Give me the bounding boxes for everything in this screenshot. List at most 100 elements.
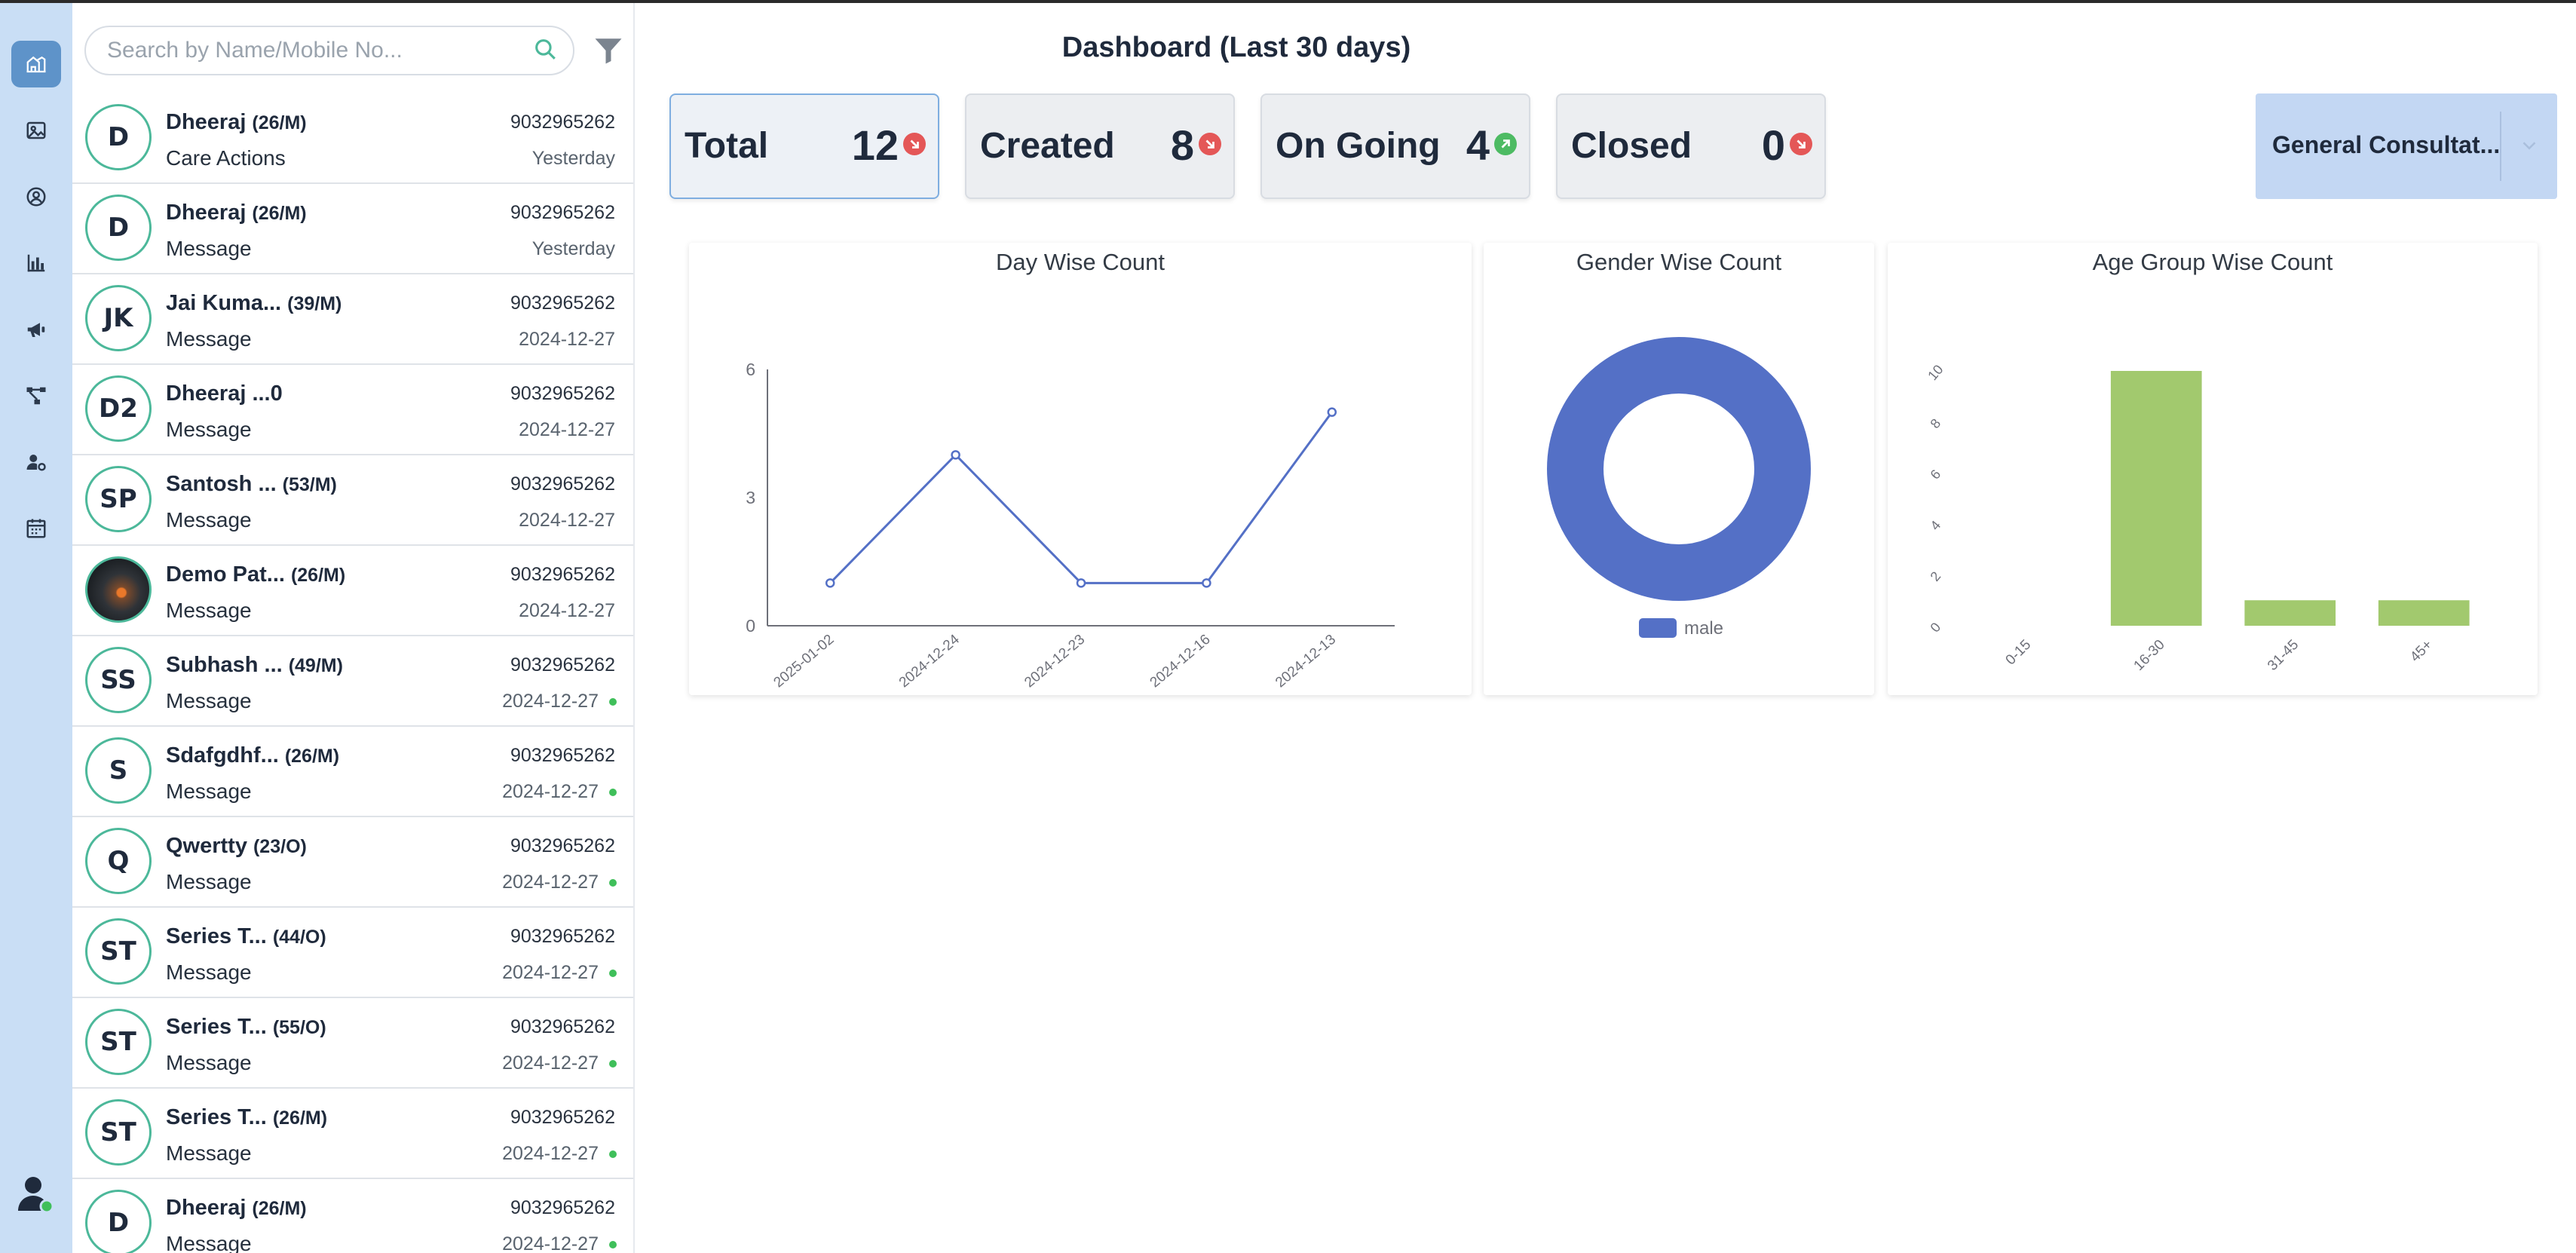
stat-label: Created <box>980 126 1115 166</box>
patient-name: Subhash ... <box>166 653 283 677</box>
y-tick-label: 10 <box>1925 362 1946 383</box>
patient-phone: 9032965262 <box>510 1107 615 1128</box>
patient-list-item[interactable]: D2 Dheeraj ...0 Message 9032965262 2024-12-2… <box>72 365 633 455</box>
legend-swatch <box>1639 618 1677 638</box>
x-tick-label: 16-30 <box>2131 637 2168 674</box>
bar <box>2110 371 2202 626</box>
y-tick-label: 8 <box>1928 415 1944 431</box>
user-profile-icon[interactable] <box>14 1172 59 1217</box>
stat-card-created[interactable]: Created 8 <box>965 93 1235 199</box>
patient-list-item[interactable]: D Dheeraj (26/M) Message 9032965262 Yesterday <box>72 184 633 274</box>
calendar-icon[interactable] <box>11 505 61 552</box>
date-text: 2024-12-27 <box>502 1052 599 1074</box>
patient-age-gender: (44/O) <box>272 927 326 948</box>
data-point <box>1327 407 1337 417</box>
user-circle-icon[interactable] <box>11 173 61 220</box>
stat-card-ongoing[interactable]: On Going 4 <box>1260 93 1530 199</box>
patient-list: D Dheeraj (26/M) Care Actions 9032965262 Yest… <box>72 93 633 1253</box>
y-tick-label: 6 <box>1928 467 1944 483</box>
search-input[interactable] <box>107 38 532 63</box>
date-text: 2024-12-27 <box>502 872 599 893</box>
search-icon[interactable] <box>532 36 558 66</box>
patient-name-line: Sdafgdhf... (26/M) <box>166 743 339 768</box>
bar <box>2244 600 2336 626</box>
stat-label: Closed <box>1571 126 1692 166</box>
y-tick-label: 2 <box>1928 568 1944 584</box>
patient-name-line: Series T... (26/M) <box>166 1105 327 1130</box>
date-text: 2024-12-27 <box>502 1233 599 1253</box>
patient-name-line: Santosh ... (53/M) <box>166 472 337 497</box>
patient-phone: 9032965262 <box>510 926 615 947</box>
patient-age-gender: (26/M) <box>272 1107 328 1129</box>
patient-phone: 9032965262 <box>510 1016 615 1037</box>
user-gear-icon[interactable] <box>11 439 61 486</box>
patient-list-item[interactable]: D Dheeraj (26/M) Care Actions 9032965262 Yest… <box>72 93 633 184</box>
chart-title: Gender Wise Count <box>1576 249 1782 275</box>
date-text: 2024-12-27 <box>519 329 615 350</box>
legend-label: male <box>1684 618 1723 639</box>
last-activity-date: 2024-12-27 <box>502 691 617 712</box>
dashboard-icon[interactable] <box>11 41 61 87</box>
patient-list-item[interactable]: D Dheeraj (26/M) Message 9032965262 2024-12-2… <box>72 1179 633 1253</box>
online-status-dot <box>609 1240 617 1248</box>
patient-phone: 9032965262 <box>510 1197 615 1218</box>
last-activity-date: 2024-12-27 <box>519 329 615 351</box>
patient-name: Sdafgdhf... <box>166 743 279 767</box>
stat-card-total[interactable]: Total 12 <box>669 93 939 199</box>
stat-value: 4 <box>1466 121 1490 169</box>
patient-list-item[interactable]: S Sdafgdhf... (26/M) Message 9032965262 2024-… <box>72 727 633 817</box>
date-text: 2024-12-27 <box>519 600 615 621</box>
patient-name: Dheeraj ...0 <box>166 381 283 406</box>
patient-list-item[interactable]: ST Series T... (44/O) Message 9032965262 2024… <box>72 908 633 998</box>
avatar: SS <box>85 647 152 713</box>
avatar: Q <box>85 828 152 894</box>
patient-list-item[interactable]: JK Jai Kuma... (39/M) Message 9032965262 2024… <box>72 274 633 365</box>
consultation-type-value: General Consultat... <box>2272 131 2501 158</box>
day-wise-chart: Day Wise Count 0 3 6 2025-01-02 2024-12-24 20… <box>689 243 1472 695</box>
consultation-type-select[interactable]: General Consultat... <box>2256 93 2557 199</box>
online-status-dot <box>609 1150 617 1158</box>
patient-list-item[interactable]: ST Series T... (55/O) Message 9032965262 2024… <box>72 998 633 1089</box>
image-icon[interactable] <box>11 107 61 154</box>
patient-name: Series T... <box>166 1105 267 1129</box>
last-activity-type: Message <box>166 599 252 622</box>
patient-list-item[interactable]: SS Subhash ... (49/M) Message 9032965262 2024… <box>72 636 633 727</box>
last-activity-date: Yesterday <box>532 238 615 260</box>
patient-age-gender: (49/M) <box>288 655 343 676</box>
patient-list-item[interactable]: Q Qwertty (23/O) Message 9032965262 2024-12-2… <box>72 817 633 908</box>
flow-icon[interactable] <box>11 372 61 419</box>
last-activity-type: Message <box>166 689 252 712</box>
online-status-dot <box>609 788 617 796</box>
filter-icon[interactable] <box>591 33 626 68</box>
avatar: D2 <box>85 375 152 442</box>
patient-name: Series T... <box>166 924 267 948</box>
avatar: ST <box>85 918 152 985</box>
avatar: D <box>85 1190 152 1253</box>
last-activity-date: 2024-12-27 <box>502 872 617 893</box>
last-activity-date: 2024-12-27 <box>519 510 615 532</box>
stat-value: 8 <box>1170 121 1194 169</box>
megaphone-icon[interactable] <box>11 306 61 353</box>
last-activity-date: Yesterday <box>532 148 615 170</box>
last-activity-type: Message <box>166 327 252 351</box>
patient-phone: 9032965262 <box>510 383 615 404</box>
patient-list-item[interactable]: SP Santosh ... (53/M) Message 9032965262 2024… <box>72 455 633 546</box>
date-text: 2024-12-27 <box>502 691 599 712</box>
date-text: Yesterday <box>531 238 615 259</box>
window-top-border <box>0 0 2576 3</box>
stat-label: On Going <box>1276 126 1441 166</box>
stat-card-closed[interactable]: Closed 0 <box>1556 93 1826 199</box>
chevron-down-icon[interactable] <box>2516 134 2542 161</box>
patient-age-gender: (39/M) <box>287 293 342 314</box>
last-activity-date: 2024-12-27 <box>502 781 617 803</box>
line-chart-plot: 0 3 6 2025-01-02 2024-12-24 2024-12-23 2024-12… <box>746 360 1395 691</box>
stat-value: 12 <box>851 121 899 169</box>
patient-list-item[interactable]: ST Series T... (26/M) Message 9032965262 2024… <box>72 1089 633 1179</box>
donut-chart-plot: male <box>1547 337 1811 639</box>
y-tick-label: 0 <box>746 616 755 636</box>
y-tick-label: 3 <box>746 488 755 507</box>
data-point <box>1202 578 1211 588</box>
patient-list-item[interactable]: Demo Pat... (26/M) Message 9032965262 2024-1… <box>72 546 633 636</box>
age-group-chart: Age Group Wise Count 0 2 4 6 8 10 0-15 16-30 31-… <box>1888 243 2538 695</box>
bar-chart-icon[interactable] <box>11 240 61 286</box>
